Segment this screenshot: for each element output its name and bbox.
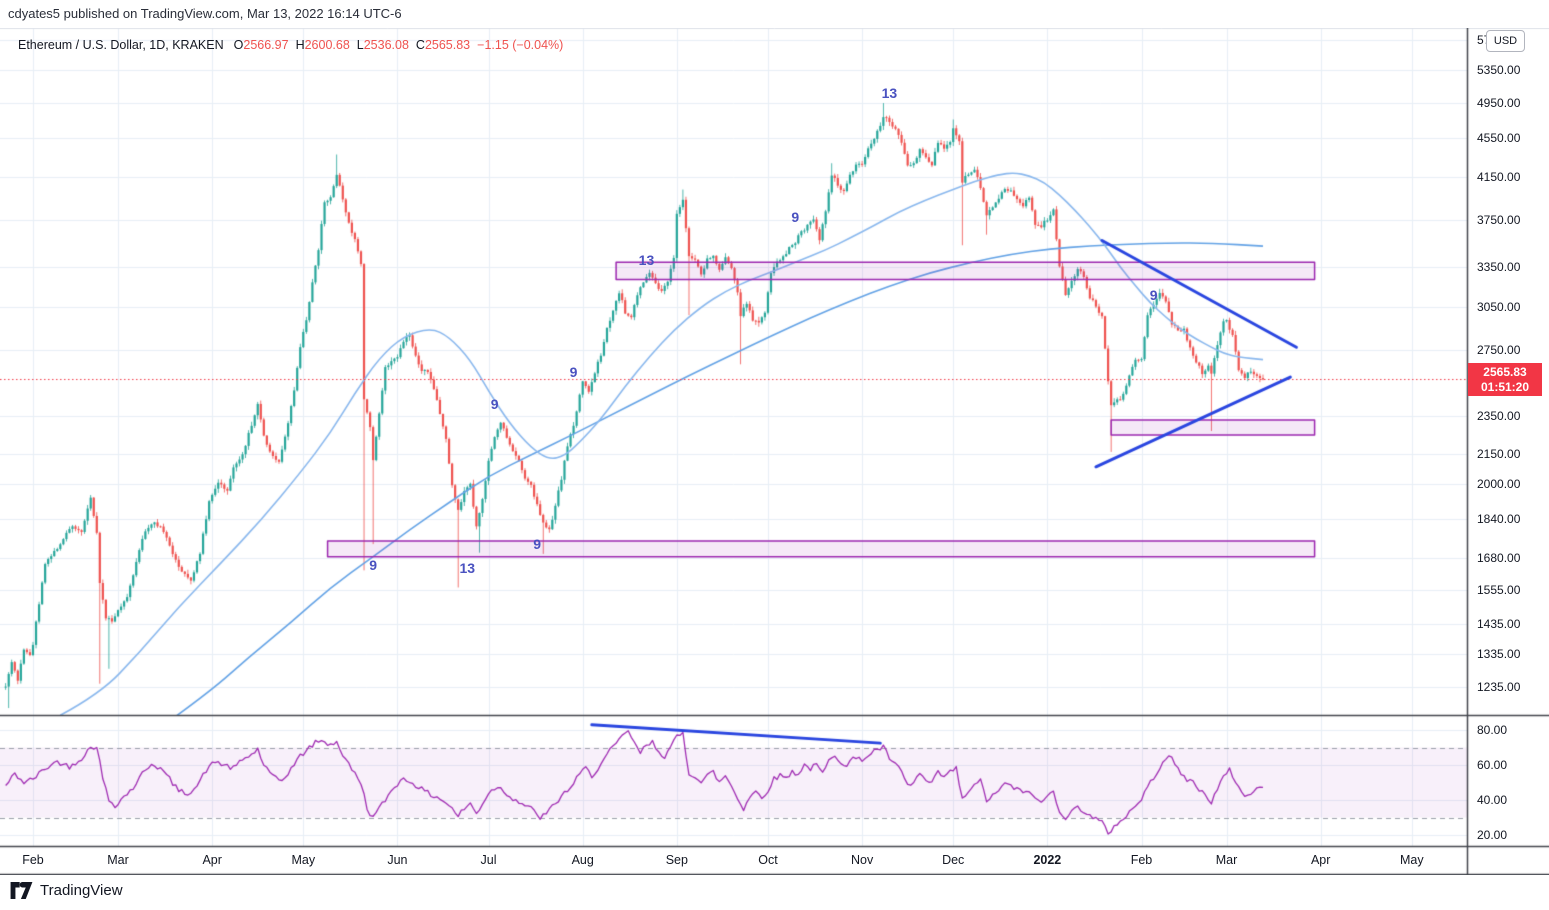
chart-legend[interactable]: Ethereum / U.S. Dollar, 1D, KRAKEN O2566.…	[18, 38, 563, 52]
tradingview-logo[interactable]: TradingView	[10, 882, 123, 899]
high-value: H2600.68	[295, 38, 350, 52]
price-chart-canvas[interactable]	[0, 28, 1549, 875]
close-value: C2565.83	[415, 38, 471, 52]
change-value: −1.15 (−0.04%)	[477, 38, 564, 52]
publish-info-text: cdyates5 published on TradingView.com, M…	[8, 6, 402, 21]
time-axis[interactable]	[0, 846, 1467, 874]
open-value: O2566.97	[233, 38, 289, 52]
countdown-timer: 01:51:20	[1480, 380, 1530, 394]
tradingview-logo-icon	[10, 882, 33, 899]
currency-toggle-button[interactable]: USD	[1486, 30, 1525, 52]
tradingview-logo-text: TradingView	[40, 882, 123, 899]
low-value: L2536.08	[356, 38, 409, 52]
last-price-label: 2565.83 01:51:20	[1468, 363, 1542, 396]
symbol-title: Ethereum / U.S. Dollar, 1D, KRAKEN	[18, 38, 224, 52]
publish-bar: cdyates5 published on TradingView.com, M…	[0, 0, 1549, 26]
last-price-value: 2565.83	[1483, 365, 1527, 379]
price-axis[interactable]	[1467, 28, 1549, 846]
